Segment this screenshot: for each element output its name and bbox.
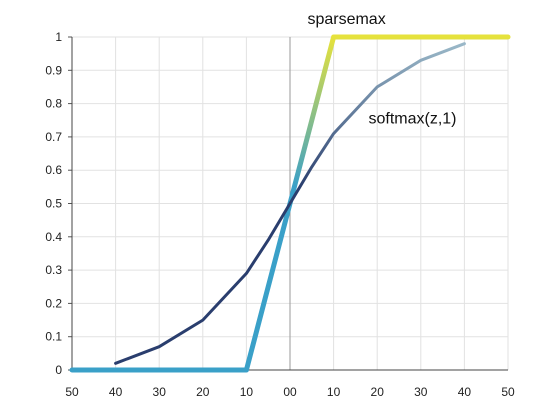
- x-tick-label: 50: [501, 385, 515, 399]
- y-tick-label: 0.1: [45, 330, 62, 344]
- series-line-softmax: [114, 42, 466, 365]
- y-tick-label: 0.7: [45, 130, 62, 144]
- series-label-softmax: softmax(z,1): [368, 111, 456, 128]
- y-tick-label: 0.3: [45, 263, 62, 277]
- y-tick-label: 0.9: [45, 63, 62, 77]
- x-tick-label: 20: [371, 385, 385, 399]
- x-tick-label: 30: [153, 385, 167, 399]
- x-tick-label: 40: [109, 385, 123, 399]
- y-tick-label: 0.6: [45, 163, 62, 177]
- x-tick-label: 00: [283, 385, 297, 399]
- series-layer: [69, 34, 511, 373]
- y-tick-label: 0.5: [45, 197, 62, 211]
- x-tick-label: 40: [458, 385, 472, 399]
- x-tick-label: 50: [65, 385, 79, 399]
- x-tick-label: 20: [196, 385, 210, 399]
- labels: 0 0.1 0.2 0.3 0.4 0.5 0.6 0.7 0.8 0.9 1 50 40 30 20 10 0…: [45, 11, 515, 399]
- y-tick-label: 0.4: [45, 230, 62, 244]
- x-tick-label: 30: [414, 385, 428, 399]
- series-label-sparsemax: sparsemax: [307, 11, 385, 28]
- y-tick-label: 1: [55, 30, 62, 44]
- y-tick-label: 0.2: [45, 296, 62, 310]
- y-tick-label: 0.8: [45, 97, 62, 111]
- y-tick-label: 0: [55, 363, 62, 377]
- x-tick-label: 10: [327, 385, 341, 399]
- x-tick-label: 10: [240, 385, 254, 399]
